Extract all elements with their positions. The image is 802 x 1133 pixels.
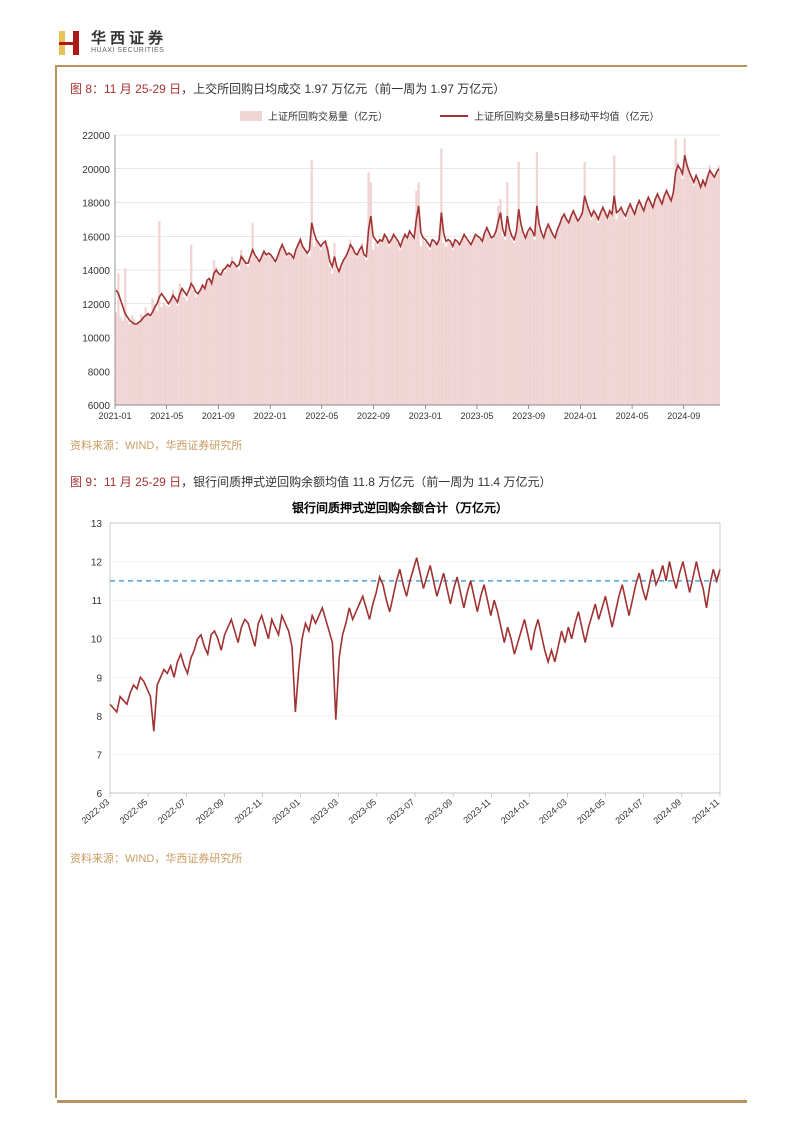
svg-text:2021-09: 2021-09 [202,411,235,421]
svg-text:14000: 14000 [82,266,110,277]
svg-text:2024-01: 2024-01 [564,411,597,421]
svg-text:2022-11: 2022-11 [233,797,264,825]
svg-text:上证所回购交易量5日移动平均值（亿元）: 上证所回购交易量5日移动平均值（亿元） [474,110,660,123]
svg-text:10: 10 [91,635,103,646]
logo-cn: 华西证券 [91,31,167,48]
fig8-chart: 上证所回购交易量（亿元）上证所回购交易量5日移动平均值（亿元）600080001… [70,105,747,435]
svg-text:2024-07: 2024-07 [613,797,645,826]
svg-text:2023-03: 2023-03 [308,797,340,826]
svg-text:22000: 22000 [82,131,110,142]
svg-text:2022-05: 2022-05 [118,797,150,826]
svg-text:6: 6 [96,789,102,800]
svg-text:2024-09: 2024-09 [651,797,683,826]
fig8-source: 资料来源：WIND，华西证券研究所 [70,437,747,453]
svg-text:2022-09: 2022-09 [357,411,390,421]
svg-text:18000: 18000 [82,199,110,210]
fig9-title: 图 9：11 月 25-29 日，银行间质押式逆回购余额均值 11.8 万亿元（… [70,473,747,490]
svg-text:2022-03: 2022-03 [80,797,112,826]
svg-text:上证所回购交易量（亿元）: 上证所回购交易量（亿元） [268,110,388,123]
svg-text:2023-05: 2023-05 [460,411,493,421]
svg-text:9: 9 [96,673,102,684]
divider-left [55,65,57,1098]
svg-text:2023-07: 2023-07 [385,797,417,826]
svg-text:20000: 20000 [82,165,110,176]
svg-text:2024-05: 2024-05 [616,411,649,421]
svg-text:11: 11 [92,596,103,607]
svg-text:2021-05: 2021-05 [150,411,183,421]
svg-text:8: 8 [96,712,102,723]
fig9-source: 资料来源：WIND，华西证券研究所 [70,850,747,866]
svg-text:13: 13 [91,519,103,530]
svg-text:2023-11: 2023-11 [461,797,492,825]
svg-text:2021-01: 2021-01 [98,411,131,421]
divider-top [55,65,747,67]
svg-text:16000: 16000 [82,232,110,243]
svg-text:12000: 12000 [82,300,110,311]
svg-text:8000: 8000 [88,367,111,378]
svg-text:2023-01: 2023-01 [409,411,442,421]
company-logo-icon [55,28,83,58]
svg-text:2024-09: 2024-09 [667,411,700,421]
svg-text:2024-01: 2024-01 [499,797,531,826]
fig9-chart: 银行间质押式逆回购余额合计（万亿元）6789101112132022-03202… [70,498,747,848]
svg-text:12: 12 [91,558,103,569]
logo-en: HUAXI SECURITIES [91,47,167,55]
svg-text:2022-01: 2022-01 [254,411,287,421]
svg-text:2022-05: 2022-05 [305,411,338,421]
svg-text:2023-05: 2023-05 [346,797,378,826]
svg-text:7: 7 [96,750,102,761]
svg-text:2023-01: 2023-01 [270,797,302,826]
svg-text:2023-09: 2023-09 [423,797,455,826]
svg-text:银行间质押式逆回购余额合计（万亿元）: 银行间质押式逆回购余额合计（万亿元） [292,500,508,515]
svg-text:10000: 10000 [82,334,110,345]
svg-text:2024-05: 2024-05 [575,797,607,826]
svg-text:2024-03: 2024-03 [537,797,569,826]
footer-divider [57,1100,747,1103]
svg-text:2022-07: 2022-07 [156,797,188,826]
svg-text:2024-11: 2024-11 [690,797,721,825]
svg-text:2022-09: 2022-09 [194,797,226,826]
fig8-title: 图 8：11 月 25-29 日，上交所回购日均成交 1.97 万亿元（前一周为… [70,80,747,97]
svg-text:2023-09: 2023-09 [512,411,545,421]
